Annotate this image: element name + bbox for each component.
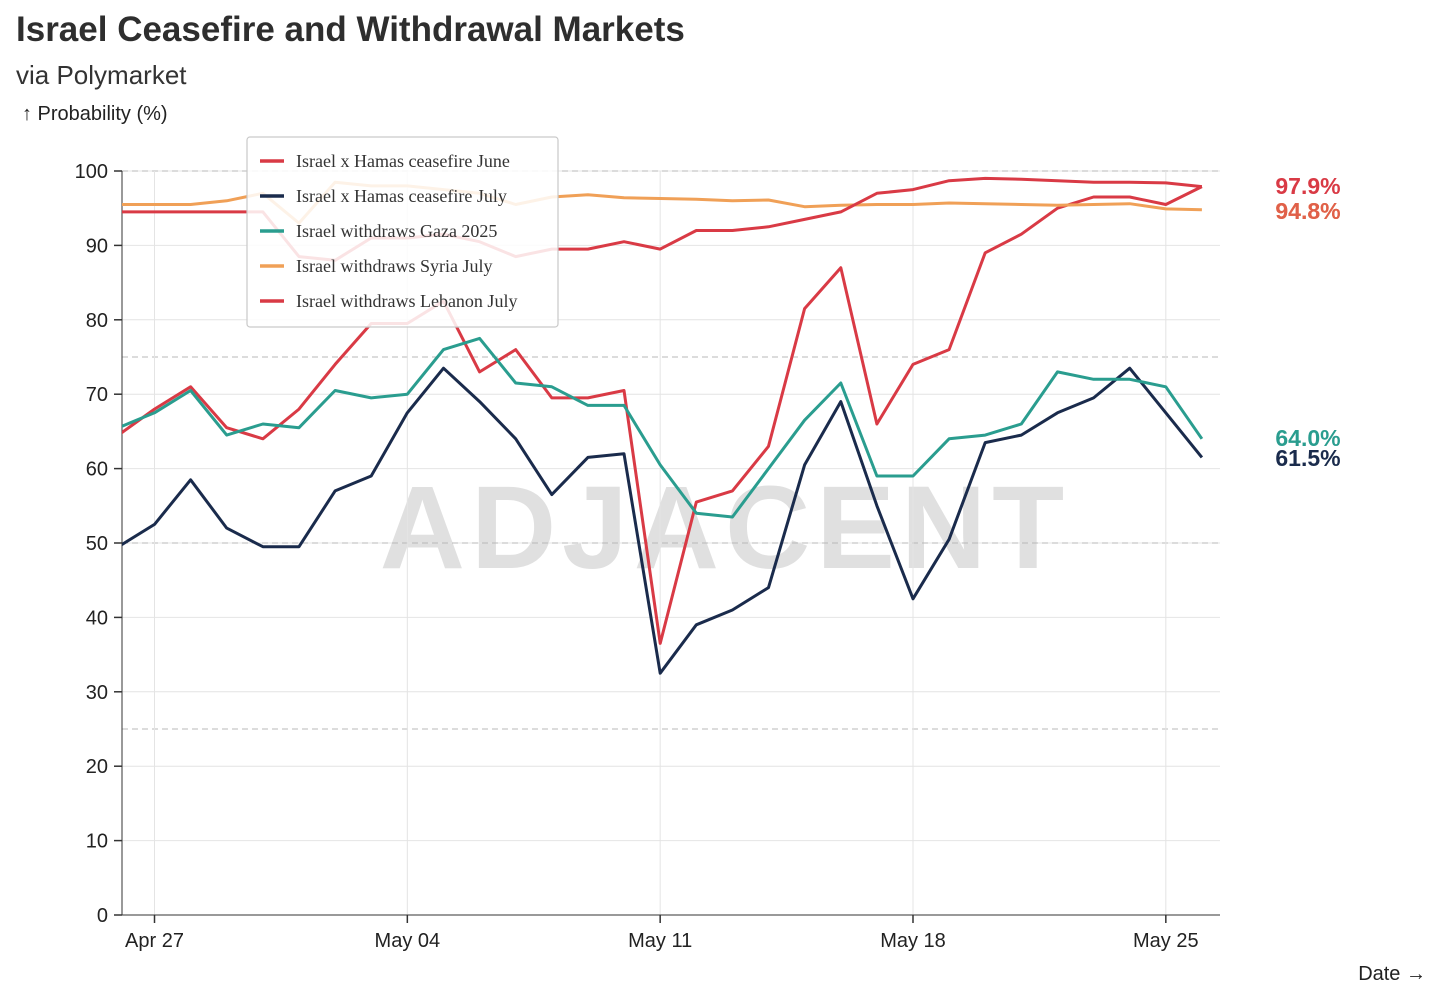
y-tick-label: 10 bbox=[86, 831, 108, 853]
end-label-0: 97.9% bbox=[1275, 173, 1340, 199]
y-tick-label: 90 bbox=[86, 235, 108, 257]
y-tick-label: 40 bbox=[86, 607, 108, 629]
legend-box bbox=[246, 136, 559, 328]
end-label-2: 64.0% bbox=[1275, 425, 1340, 451]
series-line-0 bbox=[122, 185, 1203, 645]
chart-title: Israel Ceasefire and Withdrawal Markets bbox=[16, 10, 685, 49]
legend-label: Israel withdraws Lebanon July bbox=[296, 291, 517, 311]
y-tick-label: 80 bbox=[86, 310, 108, 332]
legend-label: Israel x Hamas ceasefire July bbox=[296, 186, 507, 206]
y-axis-title: ↑ Probability (%) bbox=[22, 103, 168, 125]
end-label-3: 94.8% bbox=[1275, 198, 1340, 224]
y-tick-label: 100 bbox=[75, 161, 108, 183]
gridlines bbox=[122, 170, 1220, 915]
legend-label: Israel withdraws Syria July bbox=[296, 256, 492, 276]
y-tick-label: 0 bbox=[97, 905, 108, 927]
axes: 0 10 20 30 40 50 60 70 80 90 100 Apr 27 May 04 May 11… bbox=[75, 161, 1220, 952]
y-tick-label: 50 bbox=[86, 533, 108, 555]
y-tick-label: 60 bbox=[86, 459, 108, 481]
end-label-4: 94.8% bbox=[1275, 198, 1340, 224]
watermark: ADJACENT bbox=[380, 462, 1071, 594]
end-label-1: 61.5% bbox=[1275, 445, 1340, 471]
legend-label: Israel withdraws Gaza 2025 bbox=[296, 221, 497, 241]
series-line-2 bbox=[122, 336, 1204, 519]
y-tick-label: 20 bbox=[86, 756, 108, 778]
legend-label: Israel x Hamas ceasefire June bbox=[296, 151, 510, 171]
chart-subtitle: via Polymarket bbox=[16, 60, 187, 90]
y-tick-label: 30 bbox=[86, 682, 108, 704]
x-tick-label: May 04 bbox=[375, 930, 441, 952]
x-tick-label: May 25 bbox=[1133, 930, 1199, 952]
y-tick-label: 70 bbox=[86, 384, 108, 406]
x-tick-label: Apr 27 bbox=[125, 930, 184, 952]
series-line-1 bbox=[122, 366, 1204, 675]
end-labels: 97.9%61.5%64.0%94.8%94.8% bbox=[1275, 173, 1340, 471]
x-tick-label: May 11 bbox=[628, 930, 692, 952]
legend: Israel x Hamas ceasefire June Israel x Ha… bbox=[246, 136, 559, 328]
x-tick-label: May 18 bbox=[880, 930, 946, 952]
x-axis-title: Date → bbox=[1358, 963, 1426, 985]
